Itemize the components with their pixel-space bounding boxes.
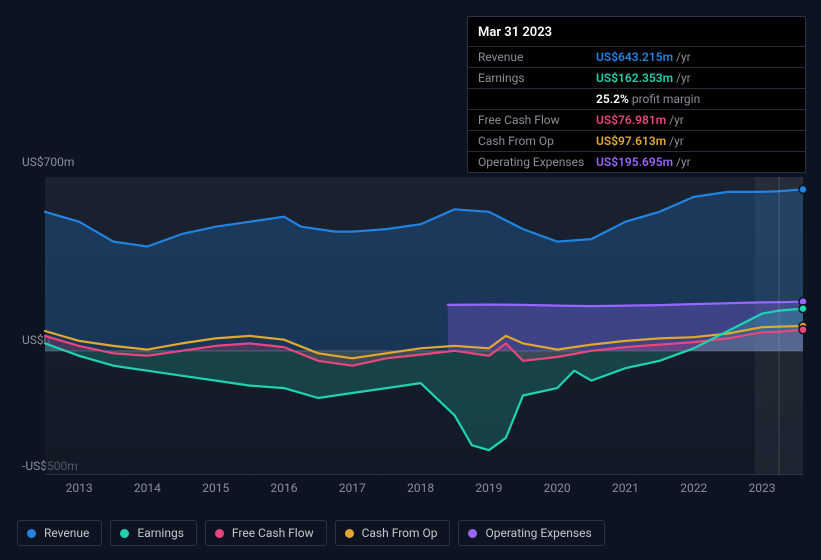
tooltip-date: Mar 31 2023	[468, 17, 805, 46]
plot-area[interactable]	[45, 177, 803, 475]
legend-label: Free Cash Flow	[232, 526, 314, 540]
x-tick: 2014	[134, 481, 161, 495]
x-tick: 2019	[475, 481, 502, 495]
legend-label: Revenue	[44, 526, 89, 540]
legend: Revenue Earnings Free Cash Flow Cash From O…	[17, 520, 605, 546]
tooltip-metric-value: 25.2%	[596, 92, 629, 106]
legend-swatch	[27, 529, 36, 538]
legend-label: Operating Expenses	[485, 526, 591, 540]
tooltip-row: Operating ExpensesUS$195.695m/yr	[468, 151, 805, 172]
x-axis: 2013 2014 2015 2016 2017 2018 2019 2020 2021 2022…	[45, 481, 803, 501]
financials-chart: US$700m US$0 -US$500m 201320142015201620…	[17, 155, 805, 515]
legend-label: Cash From Op	[362, 526, 438, 540]
x-tick: 2015	[202, 481, 229, 495]
x-tick: 2022	[680, 481, 707, 495]
x-tick: 2021	[612, 481, 639, 495]
tooltip-metric-label: Revenue	[478, 50, 596, 64]
x-tick: 2020	[544, 481, 571, 495]
tooltip-row: Cash From OpUS$97.613m/yr	[468, 130, 805, 151]
legend-label: Earnings	[137, 526, 184, 540]
tooltip-metric-value: US$162.353m	[596, 71, 673, 85]
tooltip-row: 25.2%profit margin	[468, 88, 805, 109]
x-tick: 2023	[749, 481, 776, 495]
x-tick: 2013	[66, 481, 93, 495]
tooltip-metric-value: US$195.695m	[596, 155, 673, 169]
tooltip-metric-label: Cash From Op	[478, 134, 596, 148]
legend-item-free-cash-flow[interactable]: Free Cash Flow	[205, 520, 327, 546]
legend-item-operating-expenses[interactable]: Operating Expenses	[458, 520, 604, 546]
legend-swatch	[120, 529, 129, 538]
legend-item-earnings[interactable]: Earnings	[110, 520, 197, 546]
tooltip-metric-value: US$76.981m	[596, 113, 666, 127]
legend-item-revenue[interactable]: Revenue	[17, 520, 102, 546]
tooltip-metric-value: US$643.215m	[596, 50, 673, 64]
legend-item-cash-from-op[interactable]: Cash From Op	[335, 520, 451, 546]
tooltip-metric-suffix: /yr	[676, 71, 691, 85]
legend-swatch	[345, 529, 354, 538]
legend-swatch	[215, 529, 224, 538]
tooltip-metric-suffix: /yr	[676, 50, 691, 64]
tooltip-metric-suffix: /yr	[676, 155, 691, 169]
legend-swatch	[468, 529, 477, 538]
tooltip-metric-label: Free Cash Flow	[478, 113, 596, 127]
tooltip-metric-value: US$97.613m	[596, 134, 666, 148]
hover-tooltip: Mar 31 2023 RevenueUS$643.215m/yrEarning…	[467, 16, 806, 173]
tooltip-metric-label: Earnings	[478, 71, 596, 85]
y-tick-max: US$700m	[22, 155, 74, 169]
tooltip-row: Free Cash FlowUS$76.981m/yr	[468, 109, 805, 130]
tooltip-row: EarningsUS$162.353m/yr	[468, 67, 805, 88]
x-tick: 2018	[407, 481, 434, 495]
x-tick: 2016	[271, 481, 298, 495]
tooltip-metric-label: Operating Expenses	[478, 155, 596, 169]
tooltip-metric-suffix: /yr	[669, 113, 684, 127]
tooltip-row: RevenueUS$643.215m/yr	[468, 46, 805, 67]
x-tick: 2017	[339, 481, 366, 495]
tooltip-metric-suffix: /yr	[669, 134, 684, 148]
tooltip-metric-label	[478, 92, 596, 106]
tooltip-metric-suffix: profit margin	[632, 92, 700, 106]
